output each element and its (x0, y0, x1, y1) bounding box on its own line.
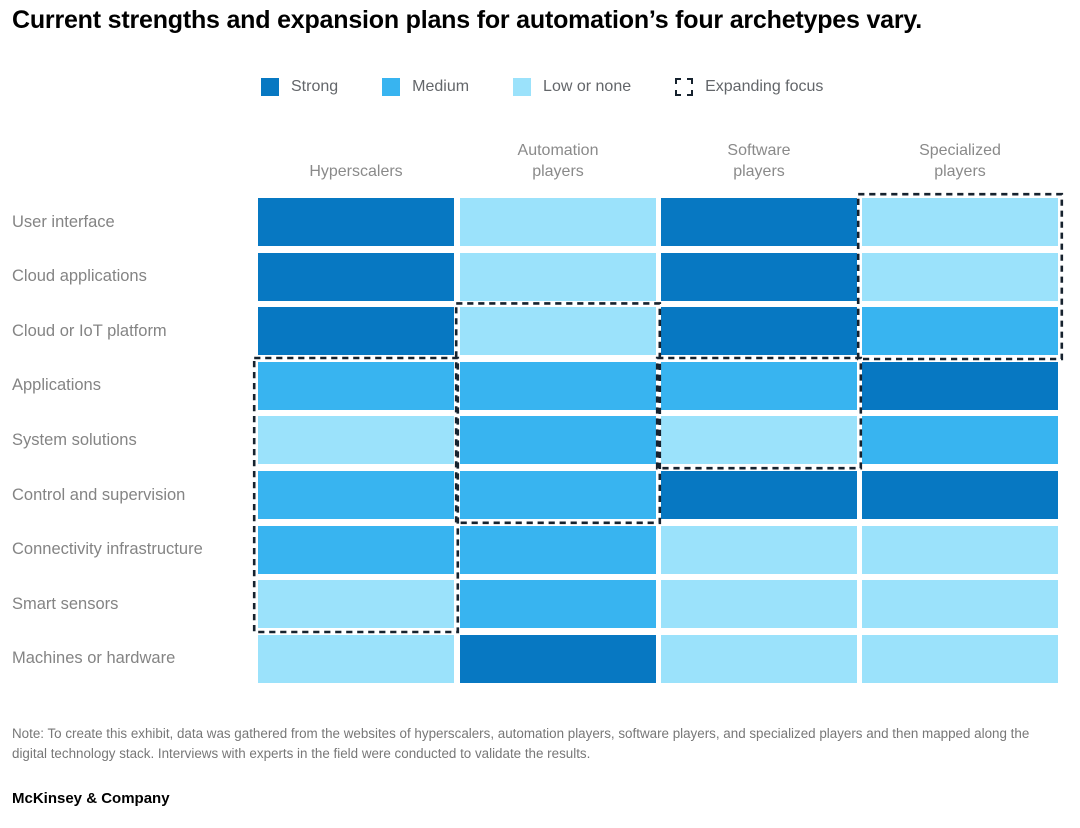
legend-label: Medium (412, 78, 470, 95)
heatmap-cell (258, 416, 454, 465)
heatmap-cell (258, 525, 454, 574)
row-label-connectivity-infrastructure: Connectivity infrastructure (12, 540, 203, 559)
heatmap-cell (661, 252, 857, 301)
heatmap-cell (258, 198, 454, 246)
heatmap-cell (460, 252, 656, 301)
legend-item-medium: Medium (382, 78, 469, 96)
legend-label: Expanding focus (705, 78, 824, 95)
low-or-none-swatch-icon (513, 78, 532, 96)
column-header-specialized-players: Specialized players (919, 141, 1001, 180)
row-label-applications: Applications (12, 376, 101, 395)
heatmap-cell (862, 416, 1058, 465)
row-label-control-and-supervision: Control and supervision (12, 485, 186, 504)
heatmap-cell (460, 525, 656, 574)
heatmap-cell (862, 252, 1058, 301)
legend: Strong Medium Low or none Expanding focus (261, 78, 823, 96)
heatmap-cell (661, 307, 857, 356)
legend-item-low-or-none: Low or none (513, 78, 631, 96)
heatmap-cell (460, 471, 656, 519)
row-label-cloud-or-iot-platform: Cloud or IoT platform (12, 321, 167, 340)
heatmap-cell (460, 580, 656, 629)
heatmap-cell (661, 525, 857, 574)
column-header-hyperscalers: Hyperscalers (309, 162, 403, 180)
row-label-machines-or-hardware: Machines or hardware (12, 649, 176, 668)
page-title: Current strengths and expansion plans fo… (12, 6, 922, 34)
footer-brand: McKinsey & Company (12, 790, 170, 807)
heatmap-cell (258, 307, 454, 356)
note-text: Note: To create this exhibit, data was g… (12, 726, 1030, 762)
heatmap-cell (460, 416, 656, 465)
legend-label: Low or none (543, 78, 632, 95)
heatmap-cell (661, 361, 857, 410)
heatmap-cell (460, 198, 656, 246)
heatmap-cell (258, 252, 454, 301)
heatmap-cell (460, 361, 656, 410)
row-label-user-interface: User interface (12, 212, 115, 231)
row-label-smart-sensors: Smart sensors (12, 594, 119, 613)
expanding-focus-swatch-icon (675, 78, 694, 96)
heatmap-cell (862, 307, 1058, 356)
heatmap-cell (460, 307, 656, 356)
heatmap-cell (661, 471, 857, 519)
heatmap-cell (258, 580, 454, 629)
heatmap-cell (862, 525, 1058, 574)
heatmap-cell (258, 634, 454, 683)
strong-swatch-icon (261, 78, 279, 96)
heatmap-cell (862, 198, 1058, 246)
heatmap-cell (661, 416, 857, 465)
legend-item-expanding-focus: Expanding focus (675, 78, 823, 96)
heatmap-cell (661, 580, 857, 629)
heatmap-cell (460, 634, 656, 683)
heatmap-cell (862, 634, 1058, 683)
heatmap-cell (661, 198, 857, 246)
row-label-cloud-applications: Cloud applications (12, 267, 147, 286)
heatmap-cell (258, 361, 454, 410)
heatmap-cell (862, 580, 1058, 629)
column-header-automation-players: Automation players (517, 141, 599, 180)
legend-label: Strong (291, 78, 339, 95)
heatmap-cell (661, 634, 857, 683)
medium-swatch-icon (382, 78, 401, 96)
legend-item-strong: Strong (261, 78, 338, 96)
row-label-system-solutions: System solutions (12, 430, 137, 449)
heatmap-cell (258, 471, 454, 519)
heatmap-cell (862, 471, 1058, 519)
column-header-software-players: Software players (727, 141, 791, 180)
heatmap-cell (862, 361, 1058, 410)
